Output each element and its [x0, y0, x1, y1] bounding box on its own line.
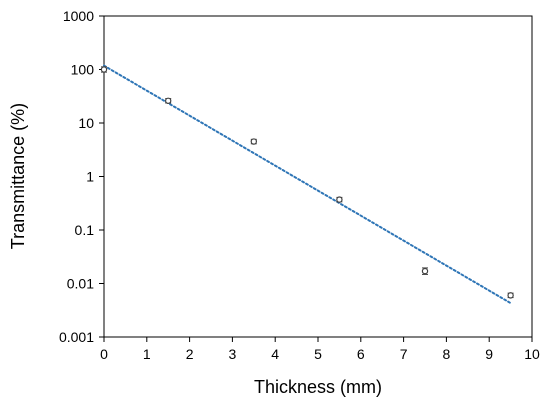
x-tick-label: 7	[400, 346, 408, 362]
x-tick-label: 3	[229, 346, 237, 362]
x-tick-label: 10	[524, 346, 540, 362]
x-tick-label: 2	[186, 346, 194, 362]
x-tick-label: 8	[443, 346, 451, 362]
plot-area	[99, 15, 533, 342]
tick-labels: 0 1 2 3 4 5 6 7 8 9 10 0.001 0.01 0.1 1 10 100 1000	[59, 8, 540, 362]
x-tick-label: 9	[485, 346, 493, 362]
data-point	[164, 97, 172, 104]
data-point	[421, 267, 429, 275]
data-point	[100, 66, 108, 73]
data-point	[336, 196, 343, 203]
x-tick-label: 4	[271, 346, 279, 362]
y-tick-label: 0.01	[67, 276, 94, 292]
y-axis-title: Transmittance (%)	[8, 103, 28, 249]
x-tick-label: 6	[357, 346, 365, 362]
y-tick-label: 0.001	[59, 329, 94, 345]
y-tick-label: 1	[86, 169, 94, 185]
x-tick-label: 1	[143, 346, 151, 362]
plot-frame	[103, 15, 533, 338]
x-tick-label: 0	[100, 346, 108, 362]
y-tick-label: 1000	[63, 8, 94, 24]
data-point	[507, 292, 514, 299]
x-tick-label: 5	[314, 346, 322, 362]
data-point	[250, 138, 257, 145]
y-tick-label: 0.1	[75, 222, 95, 238]
trendline	[103, 64, 512, 305]
x-axis-title: Thickness (mm)	[254, 377, 382, 397]
y-tick-label: 100	[71, 62, 95, 78]
y-tick-label: 10	[78, 115, 94, 131]
